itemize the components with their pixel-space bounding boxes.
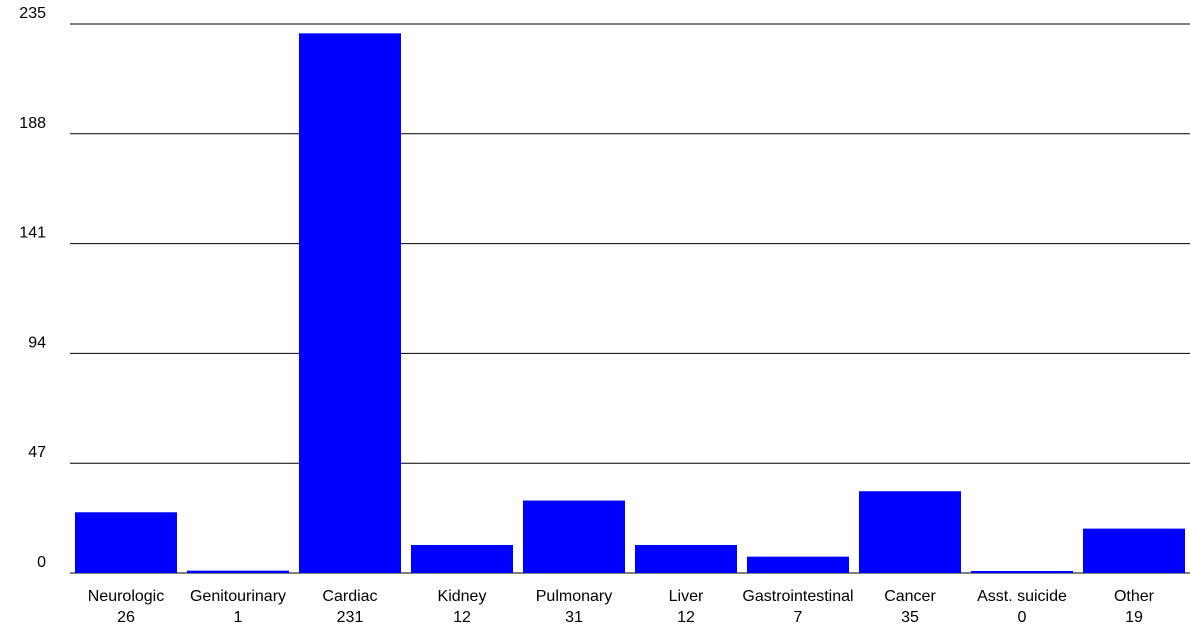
category-label: Pulmonary [536, 588, 612, 605]
value-label: 26 [117, 609, 135, 626]
y-tick-label: 47 [28, 444, 46, 461]
bar-asst-suicide [971, 571, 1073, 573]
category-label: Gastrointestinal [742, 588, 853, 605]
bar-pulmonary [523, 500, 625, 573]
bar-genitourinary [187, 570, 289, 573]
category-label: Cardiac [322, 588, 377, 605]
bar-other [1083, 528, 1185, 573]
category-label: Asst. suicide [977, 588, 1067, 605]
y-tick-label: 0 [37, 554, 46, 571]
bar-neurologic [75, 512, 177, 573]
bar-liver [635, 544, 737, 573]
value-label: 7 [794, 609, 803, 626]
y-axis-ticks: 0 47 94 141 188 235 [19, 5, 46, 571]
value-label: 12 [453, 609, 471, 626]
value-label: 1 [234, 609, 243, 626]
category-label: Genitourinary [190, 588, 286, 605]
value-label: 0 [1018, 609, 1027, 626]
value-label: 19 [1125, 609, 1143, 626]
value-label: 12 [677, 609, 695, 626]
bar-cancer [859, 491, 961, 573]
category-label: Cancer [884, 588, 936, 605]
category-labels: Neurologic 26 Genitourinary 1 Cardiac 231 Kidn… [88, 588, 1155, 626]
y-tick-label: 235 [19, 5, 46, 22]
y-tick-label: 94 [28, 334, 46, 351]
category-label: Liver [669, 588, 704, 605]
category-label: Other [1114, 588, 1155, 605]
value-label: 35 [901, 609, 919, 626]
category-label: Neurologic [88, 588, 164, 605]
category-label: Kidney [438, 588, 487, 605]
bars [75, 33, 1185, 574]
bar-cardiac [299, 33, 401, 574]
gridlines [70, 23, 1190, 574]
bar-kidney [411, 544, 513, 573]
bar-gastrointestinal [747, 556, 849, 573]
y-tick-label: 188 [19, 115, 46, 132]
y-tick-label: 141 [19, 225, 46, 242]
value-label: 31 [565, 609, 583, 626]
value-label: 231 [337, 609, 364, 626]
